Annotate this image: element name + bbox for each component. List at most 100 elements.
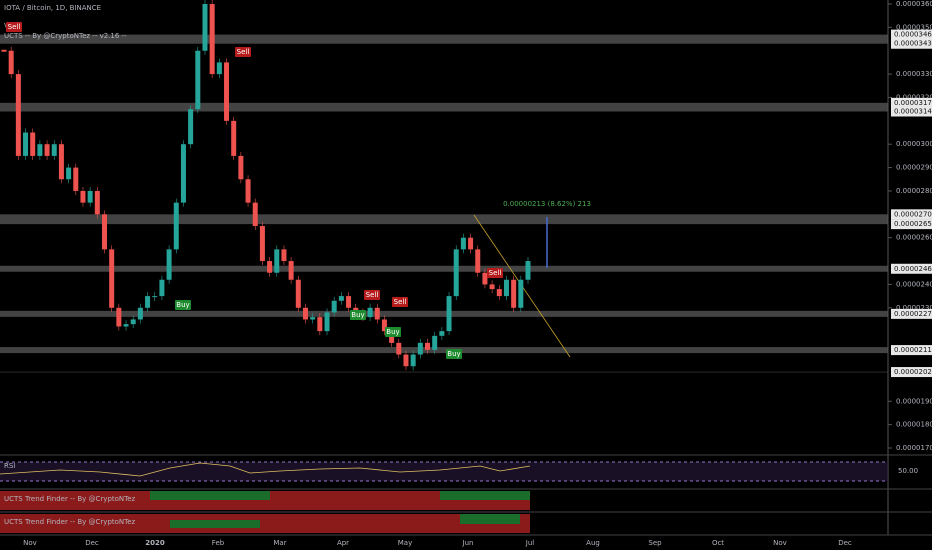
level-label: 0.00002658 [894,220,932,228]
time-axis-label: Nov [23,539,37,547]
level-box [891,367,932,378]
level-label: 0.00002119 [894,346,932,354]
candle [101,214,107,250]
trend-finder-label: UCTS Trend Finder -- By @CryptoNTez [4,495,136,503]
candle [274,249,280,273]
candle [202,4,208,51]
candle [166,249,172,280]
indicator-label: UCTS -- By @CryptoNTez -- v2.16 -- [4,32,127,40]
candle [302,307,308,320]
candle [173,202,179,250]
candle [209,4,215,75]
time-axis-label: Jul [525,539,535,547]
candle [137,307,143,320]
candle [310,317,316,320]
candle [396,342,402,355]
candle [37,144,43,156]
candle [245,179,251,203]
level-box [891,97,932,108]
resistance-zone [0,102,888,112]
time-axis-label: Apr [337,539,349,547]
signal-badge [392,297,408,307]
candle [281,249,287,262]
rsi-band [0,462,888,481]
candle [511,279,517,308]
candle [496,289,502,297]
candle [425,342,431,350]
candle [417,342,423,355]
level-box [891,263,932,274]
time-axis-label: Aug [586,539,600,547]
symbol-title: IOTA / Bitcoin, 1D, BINANCE [4,4,101,12]
candle [317,317,323,332]
signal-label: Sell [366,291,379,299]
candle [195,50,201,110]
signal-label: Sell [237,48,250,56]
candle [446,296,452,332]
candle [23,132,29,156]
time-axis-label: Dec [838,539,852,547]
candle [460,237,466,250]
candle [66,167,72,180]
signal-label: Buy [386,328,399,336]
candle [109,249,115,308]
trend-finder-label: UCTS Trend Finder -- By @CryptoNTez [4,518,136,526]
signal-badge [385,327,401,337]
candle [180,144,186,203]
trend-finder-bar [170,520,260,528]
candle [130,319,136,325]
candle [403,354,409,367]
signal-badge [235,47,251,57]
level-box [891,29,932,40]
candle [116,307,122,327]
candle [331,300,337,313]
candle [188,109,194,145]
support-zone [0,310,888,317]
candle [58,144,64,180]
trend-finder-bar [440,491,530,500]
candle [252,202,258,226]
signal-badge [446,349,462,359]
candle [145,296,151,308]
candle [1,49,7,52]
trend-finder-bar [460,514,520,524]
signal-badge [350,310,366,320]
candle [489,284,495,290]
level-label: 0.00002274 [894,310,932,318]
candle [259,226,265,262]
candle [87,190,93,203]
candle [267,261,273,273]
time-axis-label: Mar [273,539,286,547]
level-label: 0.00002467 [894,265,932,273]
time-axis-label: Feb [212,539,225,547]
signal-label: Buy [176,301,189,309]
signal-label: Sell [394,298,407,306]
candle [367,307,373,318]
time-axis-label: Jun [462,539,474,547]
level-box [891,38,932,49]
measure-label: 0.00000213 (8.62%) 213 [503,200,591,208]
level-box [891,308,932,319]
candle [73,167,79,191]
support-zone [0,347,888,354]
candle [224,62,230,121]
trend-finder-bar [0,491,530,510]
candle [518,279,524,308]
candle [453,249,459,297]
candle [231,120,237,156]
candle [80,190,86,203]
candle [439,331,445,336]
resistance-zone [0,214,888,225]
candle [51,144,57,156]
candle [44,144,50,156]
